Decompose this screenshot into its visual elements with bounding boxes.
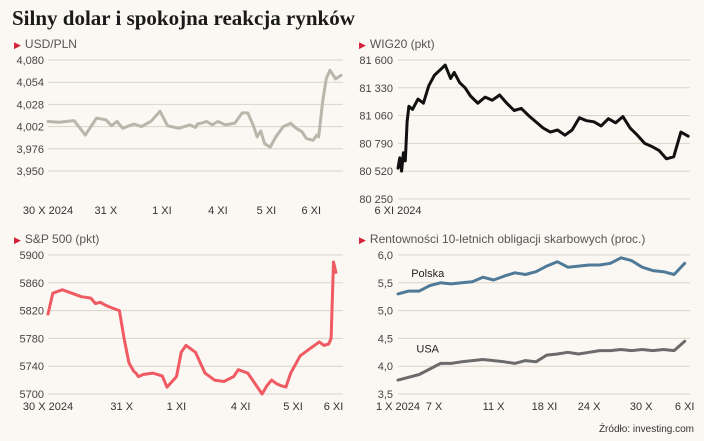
bonds-series-label: Polska: [411, 268, 445, 280]
triangle-marker-icon: ▶: [14, 235, 21, 245]
sp-xtick-label: 4 XI: [231, 401, 251, 413]
wig-chart-title: WIG20 (pkt): [369, 37, 435, 51]
usd-xtick-label: 1 XI: [152, 205, 172, 217]
bonds-xtick-label: 24 X: [578, 401, 601, 413]
bonds-xtick-label: 7 X: [426, 401, 443, 413]
usd-series-line: [46, 68, 343, 149]
wig-ytick-label: 81 600: [359, 55, 393, 67]
bonds-xtick-label: 1 X 2024: [376, 401, 420, 413]
triangle-marker-icon: ▶: [359, 235, 366, 245]
sp-xtick-label: 31 X: [110, 401, 133, 413]
wig-panel-label: ▶ WIG20 (pkt): [359, 37, 435, 51]
bonds-series-line-1: [396, 339, 687, 382]
bonds-ytick-label: 3,5: [378, 389, 393, 401]
page-title: Silny dolar i spokojna reakcja rynków: [12, 6, 355, 30]
sp-ytick-label: 5860: [20, 278, 44, 290]
sp-ytick-label: 5900: [20, 250, 44, 262]
wig-xtick-label: 6 XI 2024: [374, 205, 421, 217]
usd-ytick-label: 4,054: [16, 77, 44, 89]
wig-ytick-label: 80 250: [359, 194, 393, 206]
bonds-xtick-label: 6 XI: [675, 401, 695, 413]
usd-panel-label: ▶ USD/PLN: [14, 37, 77, 51]
wig-ytick-label: 80 520: [359, 166, 393, 178]
bonds-xtick-label: 30 X: [630, 401, 653, 413]
usd-xtick-label: 30 X 2024: [23, 205, 73, 217]
sp-xtick-label: 5 XI: [283, 401, 303, 413]
bonds-ytick-label: 4,5: [378, 333, 393, 345]
sp-xtick-label: 6 XI: [324, 401, 344, 413]
usd-ytick-label: 4,080: [16, 55, 44, 67]
sp-xtick-label: 30 X 2024: [23, 401, 73, 413]
wig-ytick-label: 81 330: [359, 83, 393, 95]
sp-ytick-label: 5700: [20, 389, 44, 401]
usd-xtick-label: 5 XI: [257, 205, 277, 217]
usd-xtick-label: 6 XI: [301, 205, 321, 217]
sp-chart-title: S&P 500 (pkt): [24, 232, 100, 246]
usd-xtick-label: 31 X: [95, 205, 118, 217]
wig-ytick-label: 81 060: [359, 111, 393, 123]
triangle-marker-icon: ▶: [359, 40, 366, 50]
sp-ytick-label: 5780: [20, 333, 44, 345]
bonds-series-line-0: [396, 256, 687, 296]
wig-series-line: [396, 63, 690, 173]
sp-series-line: [46, 260, 338, 396]
bonds-chart-title: Rentowności 10-letnich obligacji skarbow…: [369, 232, 646, 246]
bonds-panel-label: ▶ Rentowności 10-letnich obligacji skarbo…: [359, 232, 645, 246]
bonds-ytick-label: 6,0: [378, 250, 393, 262]
bonds-ytick-label: 4,0: [378, 361, 393, 373]
source-note: Źródło: investing.com: [598, 424, 694, 435]
triangle-marker-icon: ▶: [14, 40, 21, 50]
bonds-xtick-label: 11 X: [483, 401, 505, 413]
usd-ytick-label: 3,950: [16, 166, 44, 178]
bonds-ytick-label: 5,5: [378, 278, 393, 290]
sp-ytick-label: 5740: [20, 361, 44, 373]
usd-xtick-label: 4 XI: [208, 205, 228, 217]
usd-ytick-label: 4,002: [16, 122, 44, 134]
usd-chart-title: USD/PLN: [24, 37, 77, 51]
usd-ytick-label: 4,028: [16, 99, 44, 111]
sp-panel-label: ▶ S&P 500 (pkt): [14, 232, 99, 246]
sp-xtick-label: 1 XI: [167, 401, 187, 413]
wig-ytick-label: 80 790: [359, 138, 393, 150]
bonds-xtick-label: 18 XI: [532, 401, 558, 413]
bonds-series-label: USA: [416, 343, 439, 355]
usd-ytick-label: 3,976: [16, 144, 44, 156]
sp-ytick-label: 5820: [20, 306, 44, 318]
bonds-ytick-label: 5,0: [378, 306, 393, 318]
